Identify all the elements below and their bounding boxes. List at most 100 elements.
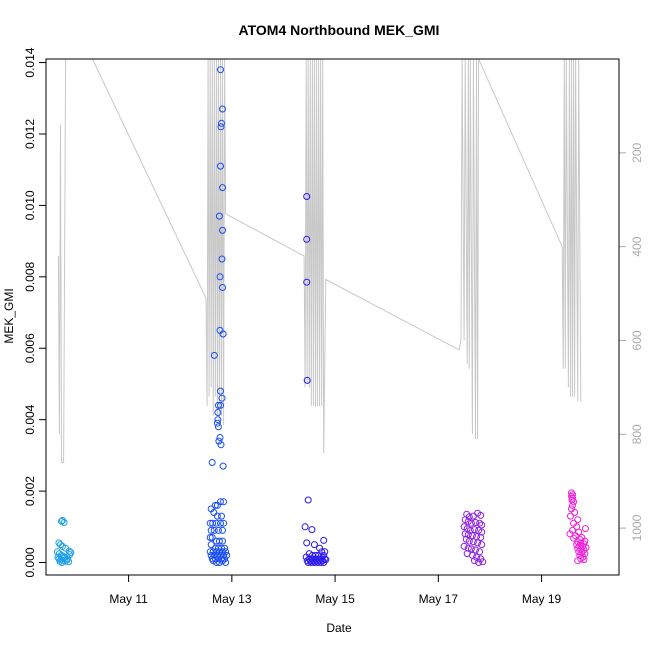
data-point <box>213 419 221 427</box>
data-point <box>207 526 215 534</box>
data-point <box>471 557 478 565</box>
axes-layer: May 11 May 13 May 15 May 17 May 19 0.000 0.002… <box>23 47 644 606</box>
data-point <box>219 184 226 192</box>
y2-tick-label: 1000 <box>630 514 644 541</box>
data-point <box>465 537 473 545</box>
data-point <box>57 541 64 549</box>
data-point <box>472 546 479 554</box>
series-group-2 <box>206 66 231 566</box>
data-point <box>214 409 222 416</box>
data-point <box>217 519 224 527</box>
data-point <box>460 542 468 550</box>
data-point <box>221 544 229 552</box>
x-tick-label: May 17 <box>419 592 459 606</box>
data-point <box>217 123 225 131</box>
data-point <box>320 559 328 566</box>
data-point <box>218 255 226 263</box>
data-point <box>467 519 475 527</box>
y-tick-label: 0.012 <box>23 119 37 149</box>
data-point <box>320 536 328 544</box>
data-point <box>222 559 230 566</box>
data-point <box>223 551 231 559</box>
data-point <box>55 539 63 547</box>
x-tick-label: May 19 <box>522 592 562 606</box>
series-group-4 <box>460 509 487 566</box>
data-point <box>60 519 68 526</box>
data-point <box>571 509 579 516</box>
data-point <box>575 548 583 556</box>
data-point <box>303 376 311 384</box>
data-point <box>574 557 582 565</box>
y2-tick-label: 400 <box>630 236 644 256</box>
data-point <box>210 351 218 359</box>
data-point <box>301 523 309 531</box>
data-point <box>220 551 228 559</box>
data-point <box>217 387 224 395</box>
data-point <box>219 537 226 545</box>
data-point <box>476 548 484 556</box>
y-tick-label: 0.008 <box>23 261 37 291</box>
data-point <box>303 235 311 243</box>
data-point <box>222 548 230 556</box>
data-point <box>308 526 316 534</box>
data-point <box>218 544 225 552</box>
data-point <box>219 548 226 556</box>
y2-tick-label: 600 <box>630 330 644 350</box>
data-point <box>317 559 325 566</box>
secondary-line <box>57 59 582 463</box>
data-point <box>210 509 218 516</box>
data-point <box>212 519 220 527</box>
data-point <box>304 496 312 504</box>
data-point <box>209 519 217 527</box>
data-point <box>64 555 72 563</box>
data-point <box>219 526 226 534</box>
data-point <box>469 538 477 546</box>
data-point <box>570 498 578 506</box>
y-tick-label: 0.006 <box>23 333 37 363</box>
data-point <box>471 526 478 534</box>
data-point <box>476 519 484 527</box>
data-point <box>217 441 225 449</box>
data-point <box>207 541 215 549</box>
data-point <box>218 394 226 402</box>
data-point <box>220 498 228 506</box>
data-point <box>477 511 485 519</box>
data-point <box>216 273 224 281</box>
data-point <box>65 547 73 555</box>
data-point <box>54 553 62 561</box>
data-point <box>568 496 576 504</box>
y-tick-label: 0.010 <box>23 190 37 220</box>
data-point <box>206 534 214 541</box>
series-group-3 <box>301 193 330 566</box>
data-point <box>210 526 218 534</box>
secondary-line-layer <box>57 59 582 463</box>
data-point <box>573 541 581 549</box>
data-point <box>65 558 73 566</box>
data-point <box>217 66 224 74</box>
data-point <box>478 541 486 549</box>
data-point <box>321 548 329 556</box>
data-point <box>213 512 221 520</box>
data-point <box>216 434 224 441</box>
data-point <box>217 401 224 409</box>
data-points-layer <box>53 66 590 566</box>
data-point <box>310 541 318 549</box>
data-point <box>472 519 479 526</box>
data-point <box>219 330 227 338</box>
data-point <box>208 459 216 466</box>
data-point <box>211 501 219 509</box>
x-tick-label: May 11 <box>109 592 148 606</box>
y-axis-label: MEK_GMI <box>2 288 16 343</box>
data-point <box>477 534 485 541</box>
data-point <box>467 545 475 553</box>
y2-tick-label: 200 <box>630 142 644 162</box>
y-tick-label: 0.000 <box>23 547 37 577</box>
data-point <box>569 491 576 499</box>
data-point <box>219 462 227 470</box>
data-point <box>219 284 226 291</box>
x-axis-label: Date <box>326 621 352 635</box>
data-point <box>218 119 225 127</box>
data-point <box>479 558 487 566</box>
